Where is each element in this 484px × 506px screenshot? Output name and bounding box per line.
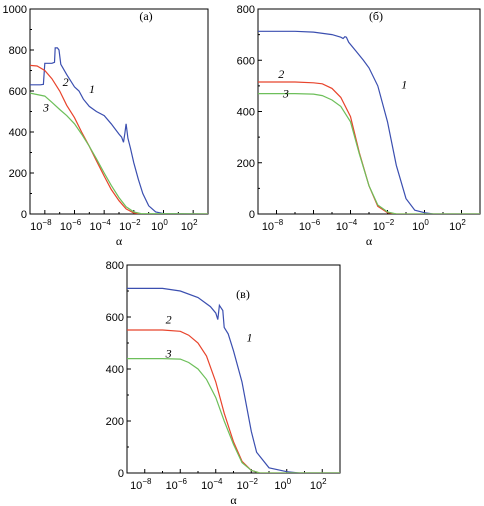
y-tick-label: 200 [237, 158, 255, 170]
series-label-1: 1 [247, 331, 253, 345]
x-tick-exponent: 2 [193, 218, 198, 227]
x-tick-label: 10−8 [30, 218, 52, 233]
y-tick-label: 800 [106, 260, 124, 272]
x-tick-label: 10−2 [373, 218, 395, 233]
x-tick-label: 10−4 [336, 218, 358, 233]
x-axis-label: α [116, 234, 123, 248]
series-line-3 [258, 93, 480, 214]
y-tick-label: 200 [9, 168, 27, 180]
x-tick-base: 10 [449, 221, 461, 233]
x-tick-base: 10 [310, 480, 322, 492]
x-tick-label: 10−2 [119, 218, 141, 233]
x-tick-label: 10−8 [130, 477, 152, 492]
series-label-2: 2 [166, 313, 172, 327]
x-tick-label: 102 [181, 218, 198, 233]
x-tick-label: 10−6 [299, 218, 321, 233]
x-tick-base: 10 [262, 221, 274, 233]
x-tick-label: 10−8 [262, 218, 284, 233]
x-tick-label: 100 [151, 218, 168, 233]
y-tick-label: 400 [237, 107, 255, 119]
y-tick-label: 0 [249, 209, 255, 221]
y-tick-label: 0 [21, 209, 27, 221]
x-tick-exponent: −4 [348, 218, 358, 227]
x-tick-label: 102 [310, 477, 327, 492]
series-label-2: 2 [278, 67, 284, 81]
x-tick-base: 10 [373, 221, 385, 233]
x-tick-exponent: 0 [287, 477, 292, 486]
x-tick-exponent: −4 [213, 477, 223, 486]
x-tick-base: 10 [151, 221, 163, 233]
x-tick-exponent: −2 [249, 477, 259, 486]
series-line-3 [127, 358, 340, 473]
series-label-3: 3 [282, 86, 289, 100]
panel-title: (б) [369, 9, 383, 23]
x-tick-base: 10 [237, 480, 249, 492]
x-tick-base: 10 [60, 221, 72, 233]
x-tick-base: 10 [274, 480, 286, 492]
x-tick-base: 10 [166, 480, 178, 492]
series-label-3: 3 [165, 346, 172, 360]
x-axis-label: α [366, 234, 373, 248]
x-axis-label: α [230, 493, 237, 506]
x-tick-exponent: 0 [424, 218, 429, 227]
series-label-1: 1 [401, 77, 407, 91]
x-tick-base: 10 [119, 221, 131, 233]
series-label-1: 1 [89, 82, 95, 96]
x-tick-base: 10 [201, 480, 213, 492]
series-line-1 [30, 47, 208, 214]
series-line-3 [30, 92, 208, 214]
y-tick-label: 800 [237, 4, 255, 16]
x-tick-exponent: −2 [385, 218, 395, 227]
y-tick-label: 1000 [3, 4, 27, 16]
x-tick-exponent: −2 [131, 218, 141, 227]
x-tick-label: 100 [274, 477, 291, 492]
x-tick-base: 10 [181, 221, 193, 233]
x-tick-label: 10−6 [60, 218, 82, 233]
x-tick-exponent: −4 [102, 218, 112, 227]
x-tick-exponent: −6 [72, 218, 82, 227]
x-tick-exponent: 0 [163, 218, 168, 227]
y-tick-label: 200 [106, 416, 124, 428]
x-tick-base: 10 [130, 480, 142, 492]
x-tick-label: 10−2 [237, 477, 259, 492]
series-label-3: 3 [42, 101, 49, 115]
series-label-2: 2 [63, 75, 69, 89]
x-tick-base: 10 [299, 221, 311, 233]
x-tick-label: 102 [449, 218, 466, 233]
y-tick-label: 400 [106, 364, 124, 376]
series-line-1 [258, 30, 480, 214]
plot-frame [29, 8, 209, 215]
x-tick-label: 100 [412, 218, 429, 233]
x-tick-label: 10−4 [201, 477, 223, 492]
y-tick-label: 600 [9, 86, 27, 98]
x-tick-base: 10 [412, 221, 424, 233]
x-tick-exponent: −8 [142, 477, 152, 486]
panel-title: (в) [236, 287, 250, 301]
x-tick-base: 10 [30, 221, 42, 233]
x-tick-exponent: 2 [322, 477, 327, 486]
x-tick-exponent: −8 [274, 218, 284, 227]
panel-title: (a) [139, 9, 152, 23]
x-tick-exponent: −6 [311, 218, 321, 227]
plot-frame [257, 8, 481, 215]
series-line-1 [127, 287, 340, 473]
x-tick-base: 10 [336, 221, 348, 233]
y-tick-label: 400 [9, 127, 27, 139]
y-tick-label: 800 [9, 45, 27, 57]
y-tick-label: 600 [106, 312, 124, 324]
x-tick-label: 10−4 [89, 218, 111, 233]
x-tick-base: 10 [89, 221, 101, 233]
y-tick-label: 600 [237, 55, 255, 67]
series-line-2 [258, 81, 480, 214]
x-tick-exponent: −6 [178, 477, 188, 486]
series-line-2 [30, 64, 208, 214]
x-tick-exponent: −8 [42, 218, 52, 227]
x-tick-exponent: 2 [461, 218, 466, 227]
y-tick-label: 0 [118, 468, 124, 480]
x-tick-label: 10−6 [166, 477, 188, 492]
